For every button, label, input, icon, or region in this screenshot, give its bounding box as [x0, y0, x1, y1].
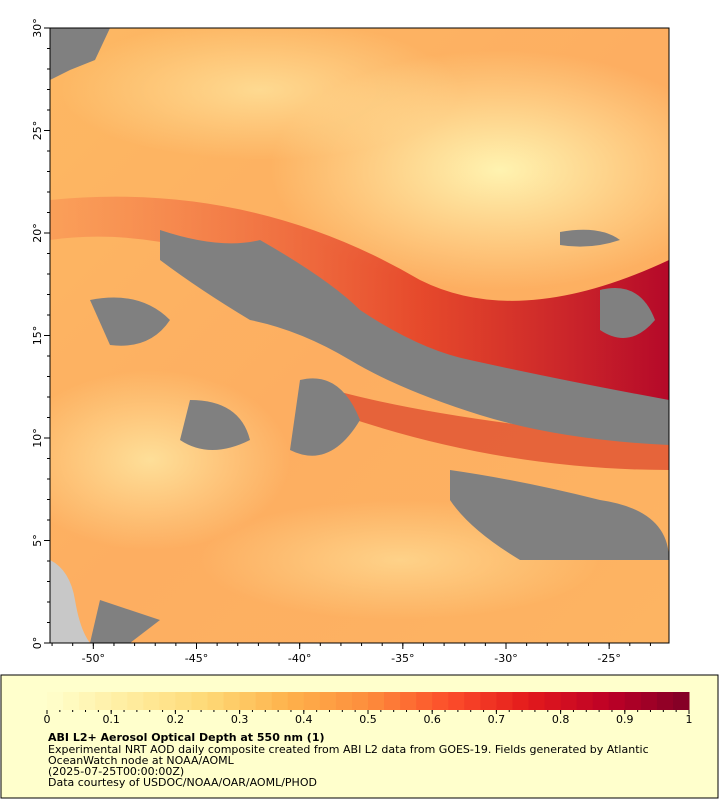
- colorbar-step: [335, 692, 353, 710]
- colorbar-step: [271, 692, 289, 710]
- colorbar-step: [143, 692, 160, 710]
- colorbar-step: [255, 692, 273, 710]
- note: Data courtesy of USDOC/NOAA/OAR/AOML/PHO…: [48, 776, 317, 789]
- colorbar-step: [624, 692, 642, 710]
- x-tick-label: -50°: [82, 652, 105, 665]
- colorbar-tick-label: 0: [44, 713, 51, 726]
- colorbar-step: [576, 692, 594, 710]
- colorbar-step: [544, 692, 562, 710]
- colorbar-step: [512, 692, 529, 710]
- colorbar-step: [63, 692, 80, 710]
- y-tick-label: 25°: [31, 121, 44, 141]
- colorbar-tick-label: 0.4: [295, 713, 313, 726]
- colorbar-tick-label: 0.7: [488, 713, 506, 726]
- colorbar-step: [79, 692, 96, 710]
- colorbar-tick-label: 0.6: [423, 713, 441, 726]
- colorbar-step: [351, 692, 369, 710]
- colorbar-step: [656, 692, 674, 710]
- colorbar-step: [432, 692, 449, 710]
- colorbar-step: [319, 692, 337, 710]
- aod-field: [50, 28, 669, 643]
- note: OceanWatch node at NOAA/AOML: [48, 754, 235, 767]
- colorbar-step: [384, 692, 401, 710]
- colorbar-step: [368, 692, 385, 710]
- colorbar-step: [592, 692, 610, 710]
- x-tick-label: -25°: [597, 652, 620, 665]
- colorbar-step: [191, 692, 208, 710]
- colorbar-title: ABI L2+ Aerosol Optical Depth at 550 nm …: [48, 731, 325, 744]
- colorbar-tick-label: 0.8: [552, 713, 570, 726]
- colorbar-step: [448, 692, 465, 710]
- colorbar-step: [416, 692, 433, 710]
- colorbar-step: [528, 692, 546, 710]
- colorbar-step: [400, 692, 417, 710]
- colorbar-step: [111, 692, 128, 710]
- colorbar-step: [159, 692, 176, 710]
- y-tick-label: 30°: [31, 18, 44, 38]
- colorbar-step: [480, 692, 497, 710]
- colorbar-step: [640, 692, 658, 710]
- colorbar-tick-label: 0.5: [359, 713, 377, 726]
- colorbar-step: [223, 692, 241, 710]
- y-tick-label: 15°: [31, 326, 44, 346]
- y-tick-label: 10°: [31, 428, 44, 448]
- colorbar-step: [287, 692, 305, 710]
- colorbar-step: [464, 692, 481, 710]
- colorbar-tick-label: 0.1: [102, 713, 120, 726]
- colorbar-tick-label: 0.9: [616, 713, 634, 726]
- colorbar-step: [239, 692, 257, 710]
- colorbar-step: [303, 692, 321, 710]
- x-tick-label: -30°: [494, 652, 517, 665]
- x-tick-label: -40°: [288, 652, 311, 665]
- colorbar-tick-label: 1: [686, 713, 693, 726]
- colorbar-step: [672, 692, 690, 710]
- land: [50, 560, 90, 643]
- note: (2025-07-25T00:00:00Z): [48, 765, 184, 778]
- colorbar-tick-label: 0.2: [167, 713, 185, 726]
- no-data: [50, 28, 669, 643]
- colorbar-step: [496, 692, 513, 710]
- colorbar-step: [175, 692, 192, 710]
- colorbar-step: [47, 692, 64, 710]
- colorbar-step: [95, 692, 112, 710]
- y-tick-label: 5°: [31, 534, 44, 547]
- colorbar-tick-label: 0.3: [231, 713, 249, 726]
- colorbar-step: [560, 692, 578, 710]
- x-tick-label: -35°: [391, 652, 414, 665]
- note: Experimental NRT AOD daily composite cre…: [48, 743, 649, 756]
- y-tick-label: 20°: [31, 223, 44, 243]
- colorbar-step: [608, 692, 626, 710]
- x-tick-label: -45°: [185, 652, 208, 665]
- y-tick-label: 0°: [31, 637, 44, 650]
- colorbar-step: [127, 692, 144, 710]
- colorbar-step: [207, 692, 225, 710]
